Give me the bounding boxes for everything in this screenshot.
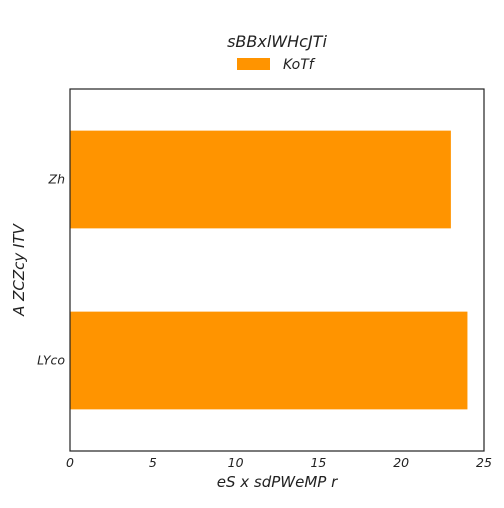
legend: KoTf: [237, 57, 316, 73]
bar-lyco: [70, 312, 467, 410]
x-axis-ticks: 0 5 10 15 20 25: [66, 455, 492, 470]
chart-title: sBBxlWHcJTi: [227, 32, 327, 51]
y-tick-label: LYco: [37, 353, 65, 368]
y-axis-ticks: Zh LYco: [37, 172, 65, 368]
x-tick-label: 0: [66, 455, 74, 470]
x-tick-label: 15: [310, 455, 326, 470]
x-tick-label: 10: [228, 455, 244, 470]
x-tick-label: 20: [393, 455, 409, 470]
legend-label: KoTf: [283, 57, 316, 73]
x-tick-label: 5: [149, 455, 157, 470]
bar-zh: [70, 131, 451, 229]
x-tick-label: 25: [476, 455, 492, 470]
y-tick-label: Zh: [48, 172, 66, 187]
x-axis-label: eS x sdPWeMP r: [217, 473, 338, 491]
legend-swatch: [237, 58, 270, 70]
bars-group: [70, 131, 467, 410]
y-axis-label: A ZCZcy ITV: [10, 222, 28, 317]
